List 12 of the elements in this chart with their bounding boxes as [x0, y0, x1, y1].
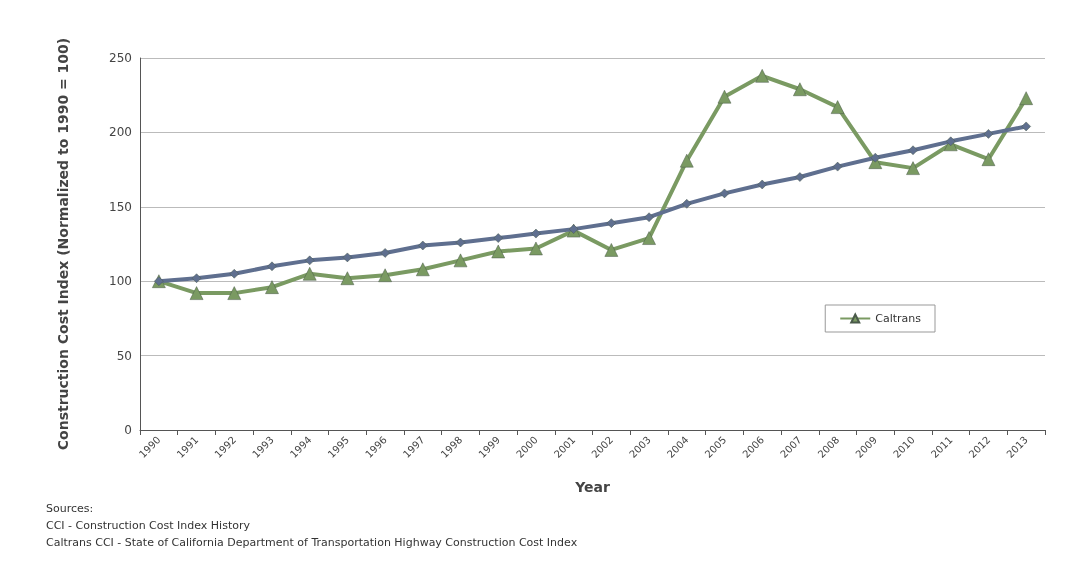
text: Caltrans CCI - State of California Department of Transportation Highway Construction Cost Index: [46, 535, 579, 551]
y-axis-title: Construction Cost Index (Normalized to 1990 = 100): [55, 37, 71, 451]
y-tick-label: 250: [109, 51, 132, 65]
y-tick-label: 200: [109, 125, 132, 140]
source-note: Sources:: [46, 501, 95, 517]
y-tick-label: 0: [124, 423, 132, 437]
text: CCI - Construction Cost Index History: [46, 518, 251, 534]
y-tick-label: 50: [116, 348, 132, 363]
legend-label: Caltrans: [875, 312, 922, 325]
y-tick-label: 100: [109, 274, 132, 289]
y-tick-label: 150: [109, 199, 132, 214]
x-axis-title: Year: [574, 479, 610, 495]
